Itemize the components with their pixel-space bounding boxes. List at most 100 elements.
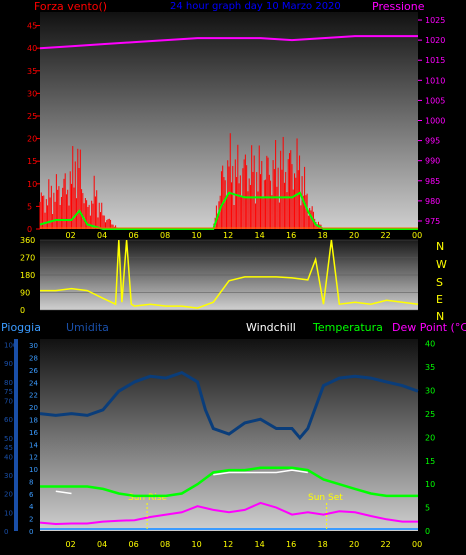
rain-tick-label: 8 [29,478,33,486]
humidity-tick-label: 50 [4,435,13,443]
temperature-line [40,466,418,498]
temp-tick-label: 25 [425,410,435,419]
temp-tick-label: 5 [425,504,430,513]
pressure-tick-label: 1010 [425,76,445,85]
x-tick-label: 22 [381,540,391,549]
rain-tick-label: 26 [29,367,38,375]
x-tick-label: 08 [160,231,170,240]
compass-s: S [436,276,443,289]
pressure-tick-label: 995 [425,137,440,146]
temp-tick-label: 35 [425,363,435,372]
legend-umidita: Umidita [66,321,109,334]
humidity-tick-label: 100 [4,342,17,350]
x-tick-label: 12 [223,231,233,240]
pressure-line [39,35,418,50]
rain-tick-label: 28 [29,355,38,363]
compass-n-top: N [436,240,444,253]
rain-tick-label: 0 [29,528,33,536]
rain-tick-label: 10 [29,466,38,474]
direction-tick-label: 90 [20,289,30,298]
x-tick-label: 08 [160,540,170,549]
temp-tick-label: 20 [425,433,435,442]
humidity-tick-label: 80 [4,379,13,387]
rain-tick-label: 22 [29,392,38,400]
wind-tick-label: 40 [27,44,37,53]
x-tick-label: 10 [192,540,202,549]
rain-tick-label: 12 [29,454,38,462]
pressure-tick-label: 1020 [425,36,445,45]
direction-tick-label: 0 [20,306,25,315]
wind-tick-label: 15 [27,157,37,166]
wind-tick-label: 10 [27,180,37,189]
temp-tick-label: 0 [425,527,430,536]
humidity-tick-label: 10 [4,509,13,517]
wind-tick-label: 25 [27,112,37,121]
x-tick-label: 00 [412,540,422,549]
x-tick-label: 16 [286,540,296,549]
rain-tick-label: 4 [29,503,34,511]
wind-tick-label: 30 [27,89,37,98]
wind-avg-line [39,191,418,230]
x-tick-label: 12 [223,540,233,549]
pressure-tick-label: 1025 [425,16,445,25]
compass-e: E [436,293,443,306]
x-tick-label: 22 [381,231,391,240]
rain-tick-label: 2 [29,516,33,524]
pressure-title: Pressione [372,0,425,13]
pressure-tick-label: 990 [425,157,440,166]
temp-tick-label: 10 [425,480,435,489]
temp-tick-label: 40 [425,340,435,349]
humidity-tick-label: 40 [4,453,13,461]
sunrise-label: Sun Rise [128,493,167,503]
pressure-tick-label: 1005 [425,96,445,105]
wind-tick-label: 20 [27,135,37,144]
pressure-tick-label: 1000 [425,117,445,126]
x-tick-label: 06 [129,540,139,549]
x-tick-label: 04 [97,231,107,240]
x-tick-label: 10 [192,231,202,240]
temp-tick-label: 15 [425,457,435,466]
humidity-tick-label: 0 [4,528,8,536]
rain-tick-label: 20 [29,404,38,412]
x-tick-label: 14 [255,540,265,549]
x-tick-label: 00 [412,231,422,240]
x-tick-label: 18 [318,231,328,240]
direction-tick-label: 270 [20,254,35,263]
wind-tick-label: 0 [27,225,32,234]
legend-windchill: Windchill [246,321,296,334]
x-tick-label: 20 [349,231,359,240]
temp-tick-label: 30 [425,387,435,396]
compass-w: W [436,258,447,271]
rain-tick-label: 24 [29,379,38,387]
x-tick-label: 04 [97,540,107,549]
x-tick-label: 18 [318,540,328,549]
dewpoint-line [39,501,418,526]
x-tick-label: 16 [286,231,296,240]
pressure-tick-label: 1015 [425,56,445,65]
pressure-tick-label: 980 [425,197,440,206]
wind-tick-label: 45 [27,22,37,31]
x-tick-label: 02 [66,540,76,549]
rain-tick-label: 6 [29,491,34,499]
wind-tick-label: 5 [27,202,32,211]
rain-tick-label: 14 [29,441,38,449]
humidity-tick-label: 90 [4,360,13,368]
compass-n-bottom: N [436,310,444,323]
humidity-tick-label: 60 [4,416,13,424]
pressure-tick-label: 985 [425,177,440,186]
direction-line [40,239,419,309]
sunset-label: Sun Set [308,493,343,503]
humidity-tick-label: 30 [4,472,13,480]
rain-tick-label: 18 [29,417,38,425]
x-tick-label: 06 [129,231,139,240]
direction-tick-label: 360 [20,236,35,245]
legend-dewpoint: Dew Point (°C) [392,321,466,334]
wind-tick-label: 35 [27,67,37,76]
rain-tick-label: 16 [29,429,38,437]
graph-date-title: 24 hour graph day 10 Marzo 2020 [170,1,341,12]
humidity-tick-label: 20 [4,491,13,499]
direction-tick-label: 180 [20,271,35,280]
rain-tick-label: 30 [29,342,38,350]
humidity-tick-label: 75 [4,388,13,396]
